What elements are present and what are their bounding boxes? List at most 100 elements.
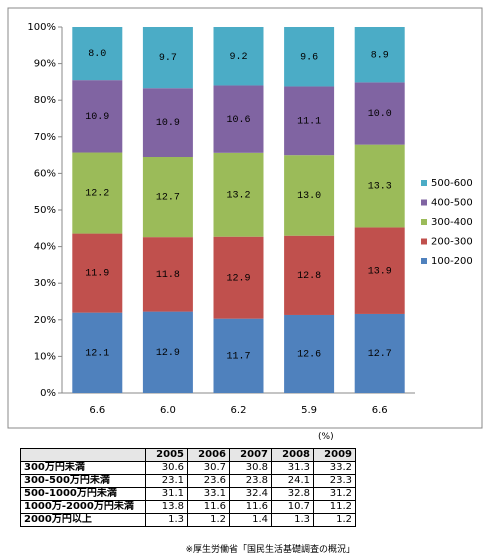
legend-swatch — [421, 180, 427, 186]
data-label: 10.9 — [156, 118, 180, 129]
legend-swatch — [421, 258, 427, 264]
data-label: 9.6 — [300, 52, 318, 63]
x-tick-label: 6.2 — [231, 405, 247, 416]
y-tick-label: 70% — [34, 132, 56, 143]
cell: 30.6 — [145, 461, 188, 475]
bar-segment — [142, 156, 193, 238]
x-tick-label: 6.6 — [89, 405, 105, 416]
legend-swatch — [421, 219, 427, 225]
bar-segment — [354, 144, 405, 228]
bar-segment — [142, 88, 193, 157]
cell: 11.2 — [313, 500, 356, 514]
bar-segment — [72, 312, 123, 393]
data-label: 12.8 — [297, 271, 321, 282]
column-header: 2009 — [313, 448, 356, 462]
cell: 23.3 — [313, 474, 356, 488]
cell: 1.3 — [271, 513, 314, 527]
legend-swatch — [421, 199, 427, 206]
data-label: 12.2 — [85, 189, 109, 200]
legend-label: 200-300 — [431, 237, 473, 248]
data-label: 13.9 — [368, 266, 392, 277]
bar-segment — [284, 314, 335, 393]
bar-segment — [142, 237, 193, 312]
table-row: 1000万-2000万円未満 13.8 11.6 11.6 10.7 11.2 — [20, 500, 356, 514]
data-label: 13.0 — [297, 191, 321, 202]
y-tick-label: 80% — [34, 95, 56, 106]
cell: 1.4 — [229, 513, 272, 527]
data-label: 9.2 — [229, 52, 247, 63]
x-tick-label: 5.9 — [301, 405, 317, 416]
data-label: 8.9 — [371, 50, 389, 61]
cell: 23.6 — [187, 474, 230, 488]
table-row: 300-500万円未満 23.1 23.6 23.8 24.1 23.3 — [20, 474, 356, 488]
cell: 33.2 — [313, 461, 356, 475]
bar-segment — [284, 86, 335, 156]
legend-label: 400-500 — [431, 198, 473, 209]
corner-cell — [20, 448, 146, 462]
cell: 30.8 — [229, 461, 272, 475]
bar-segment — [72, 27, 123, 81]
column-header: 2008 — [271, 448, 314, 462]
column-header: 2005 — [145, 448, 188, 462]
bar-segment — [284, 235, 335, 315]
cell: 23.8 — [229, 474, 272, 488]
row-label: 500-1000万円未満 — [20, 487, 146, 501]
y-tick-label: 30% — [34, 278, 56, 289]
bar-segment — [213, 27, 264, 86]
data-label: 13.2 — [226, 190, 250, 201]
chart: 0% 10% 20% 30% 40% 50% 60% 70% 80% 90% 100% 6.6 12.1… — [7, 7, 483, 429]
table-unit: (%) — [318, 432, 334, 442]
data-label: 12.1 — [85, 348, 109, 359]
data-label: 10.0 — [368, 109, 392, 120]
data-label: 10.9 — [85, 112, 109, 123]
row-label: 2000万円以上 — [20, 513, 146, 527]
bar-segment — [72, 152, 123, 234]
legend-label: 500-600 — [431, 178, 473, 189]
column-header: 2007 — [229, 448, 272, 462]
bar-segment — [213, 236, 264, 319]
chart-border — [7, 7, 483, 429]
column-header: 2006 — [187, 448, 230, 462]
bar-segment — [72, 80, 123, 153]
data-label: 11.7 — [226, 351, 250, 362]
cell: 31.2 — [313, 487, 356, 501]
y-tick-label: 50% — [34, 205, 56, 216]
data-label: 10.6 — [226, 115, 250, 126]
cell: 1.2 — [313, 513, 356, 527]
cell: 33.1 — [187, 487, 230, 501]
y-tick-label: 0% — [40, 388, 56, 399]
bar-segment — [142, 27, 193, 89]
legend-label: 300-400 — [431, 217, 473, 228]
data-label: 12.7 — [368, 349, 392, 360]
bar-segment — [354, 313, 405, 393]
cell: 1.3 — [145, 513, 188, 527]
data-label: 11.1 — [297, 116, 321, 127]
data-label: 9.7 — [159, 53, 177, 64]
table-row: 300万円未満 30.6 30.7 30.8 31.3 33.2 — [20, 461, 356, 475]
row-label: 1000万-2000万円未満 — [20, 500, 146, 514]
bar-segment — [284, 155, 335, 236]
bar-segment — [284, 27, 335, 87]
legend-swatch — [421, 238, 427, 245]
data-label: 11.8 — [156, 270, 180, 281]
source-note: ※厚生労働省「国民生活基礎調査の概況」 — [185, 545, 355, 555]
cell: 32.8 — [271, 487, 314, 501]
data-label: 13.3 — [368, 182, 392, 193]
cell: 30.7 — [187, 461, 230, 475]
cell: 11.6 — [229, 500, 272, 514]
y-tick-label: 60% — [34, 168, 56, 179]
bar-segment — [142, 311, 193, 393]
cell: 13.8 — [145, 500, 188, 514]
row-label: 300-500万円未満 — [20, 474, 146, 488]
table-row: 2000万円以上 1.3 1.2 1.4 1.3 1.2 — [20, 513, 356, 527]
bar-segment — [354, 82, 405, 145]
data-label: 12.9 — [226, 273, 250, 284]
x-tick-label: 6.0 — [160, 405, 176, 416]
y-tick-label: 90% — [34, 59, 56, 70]
y-tick-label: 40% — [34, 242, 56, 253]
y-tick-label: 100% — [27, 22, 56, 33]
cell: 31.1 — [145, 487, 188, 501]
legend-label: 100-200 — [431, 256, 473, 267]
x-tick-label: 6.6 — [372, 405, 388, 416]
